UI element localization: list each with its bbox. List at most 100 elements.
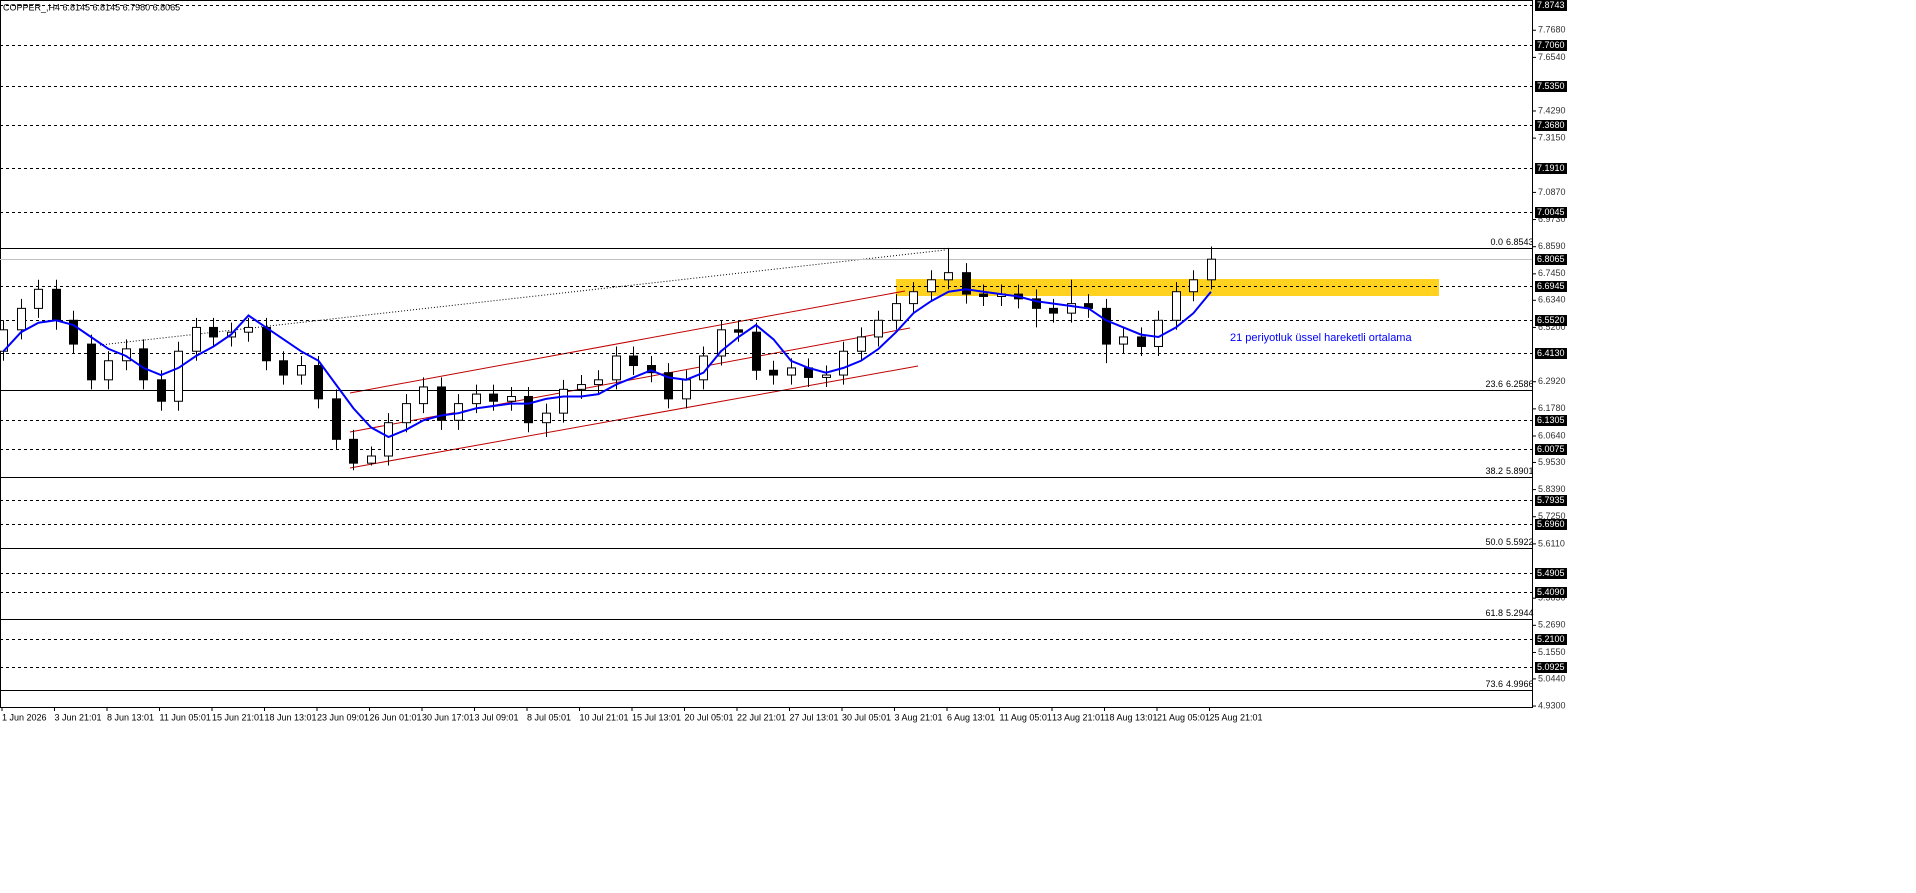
x-tick-label: 30 Jun 17:01 (422, 712, 474, 722)
last-price-label: 6.8065 (1537, 254, 1565, 264)
candle-body (682, 379, 691, 400)
level-label: 7.5350 (1537, 81, 1565, 91)
channel-top (349, 290, 906, 394)
candle-body (1102, 307, 1111, 345)
level-label: 7.3680 (1537, 120, 1565, 130)
level-label-box (1535, 81, 1567, 92)
candle-body (314, 365, 323, 400)
chart-title: COPPER_,H4 6.8145 6.8145 6.7980 6.8065 (3, 2, 180, 12)
x-tick-label: 15 Jun 21:01 (212, 712, 264, 722)
candle-body (384, 422, 393, 457)
level-label-box (1535, 207, 1567, 218)
candle-body (927, 279, 936, 293)
x-tick-label: 15 Jul 13:01 (632, 712, 681, 722)
candle-body (769, 369, 778, 376)
level-label: 5.7935 (1537, 495, 1565, 505)
y-tick-label: 6.2920 (1538, 376, 1566, 386)
level-label-box (1535, 662, 1567, 673)
y-tick-label: 5.6110 (1538, 538, 1565, 548)
y-tick-label: 5.1550 (1538, 647, 1566, 657)
fib-trendline (99, 249, 946, 346)
level-label: 7.8743 (1537, 0, 1565, 10)
candle-body (1189, 279, 1198, 293)
candle-body (839, 350, 848, 376)
candle-body (1032, 298, 1041, 309)
fib-value-label: 6.8543 (1506, 237, 1534, 247)
x-tick-label: 11 Aug 05:01 (1000, 712, 1052, 722)
candle-body (34, 288, 43, 309)
candle-body (1119, 336, 1128, 345)
level-label-box (1535, 0, 1567, 11)
y-tick-label: 6.6340 (1538, 295, 1566, 305)
y-tick-label: 6.7450 (1538, 268, 1566, 278)
x-tick-label: 18 Jun 13:01 (265, 712, 317, 722)
fib-level-label: 0.0 (1490, 237, 1503, 247)
candle-body (262, 326, 271, 362)
candle-body (542, 412, 551, 424)
x-tick-label: 23 Jun 09:01 (317, 712, 369, 722)
level-label: 6.4130 (1537, 348, 1565, 358)
candle-body (1172, 291, 1181, 321)
fib-value-label: 4.9966 (1506, 679, 1534, 689)
candle-body (157, 379, 166, 402)
x-tick-label: 26 Jun 01:01 (370, 712, 422, 722)
level-label: 5.6960 (1537, 519, 1565, 529)
fib-level-label: 50.0 (1485, 537, 1503, 547)
x-tick-label: 3 Jun 21:01 (55, 712, 102, 722)
x-tick-label: 8 Jun 13:01 (107, 712, 154, 722)
x-tick-label: 3 Jul 09:01 (475, 712, 519, 722)
fib-value-label: 5.8901 (1506, 466, 1534, 476)
candle-body (787, 367, 796, 376)
x-tick-label: 21 Aug 05:01 (1157, 712, 1210, 722)
x-tick-label: 20 Jul 05:01 (685, 712, 734, 722)
candle-body (559, 388, 568, 414)
candle-body (647, 365, 656, 374)
candle-body (944, 272, 953, 281)
x-tick-label: 3 Aug 21:01 (895, 712, 943, 722)
candle-body (489, 393, 498, 402)
candle-body (1049, 307, 1058, 314)
x-tick-label: 25 Aug 21:01 (1210, 712, 1263, 722)
last-price-box (1535, 254, 1567, 265)
y-tick-label: 6.8590 (1538, 241, 1566, 251)
level-label: 6.5520 (1537, 315, 1565, 325)
candle-body (629, 355, 638, 367)
fib-value-label: 5.2944 (1506, 608, 1534, 618)
level-label-box (1535, 163, 1567, 174)
candle-body (244, 326, 253, 333)
candle-body (717, 329, 726, 357)
x-tick-label: 10 Jul 21:01 (580, 712, 629, 722)
y-tick-label: 5.0440 (1538, 673, 1566, 683)
x-tick-label: 6 Aug 13:01 (947, 712, 995, 722)
candle-body (664, 372, 673, 400)
level-label: 6.0075 (1537, 444, 1565, 454)
candle-body (1137, 336, 1146, 347)
candle-body (1207, 258, 1216, 281)
candle-body (437, 386, 446, 421)
x-tick-label: 13 Aug 21:01 (1052, 712, 1105, 722)
fib-level-label: 73.6 (1485, 679, 1503, 689)
candle-body (1154, 319, 1163, 347)
level-label-box (1535, 634, 1567, 645)
candle-body (962, 272, 971, 295)
level-label-box (1535, 519, 1567, 530)
y-tick-label: 7.6540 (1538, 52, 1566, 62)
candle-body (892, 303, 901, 321)
fib-level-label: 61.8 (1485, 608, 1503, 618)
level-label: 6.6945 (1537, 281, 1565, 291)
y-tick-label: 4.9300 (1538, 700, 1566, 710)
candle-body (0, 329, 8, 352)
level-label-box (1535, 415, 1567, 426)
level-label-box (1535, 495, 1567, 506)
y-tick-label: 5.2690 (1538, 620, 1566, 630)
y-tick-label: 7.7680 (1538, 25, 1566, 35)
candle-body (297, 365, 306, 376)
level-label: 5.2100 (1537, 634, 1565, 644)
candle-body (139, 348, 148, 381)
candle-body (1067, 303, 1076, 314)
candle-body (419, 386, 428, 405)
level-label-box (1535, 444, 1567, 455)
ema-annotation: 21 periyotluk üssel hareketli ortalama (1230, 332, 1412, 344)
